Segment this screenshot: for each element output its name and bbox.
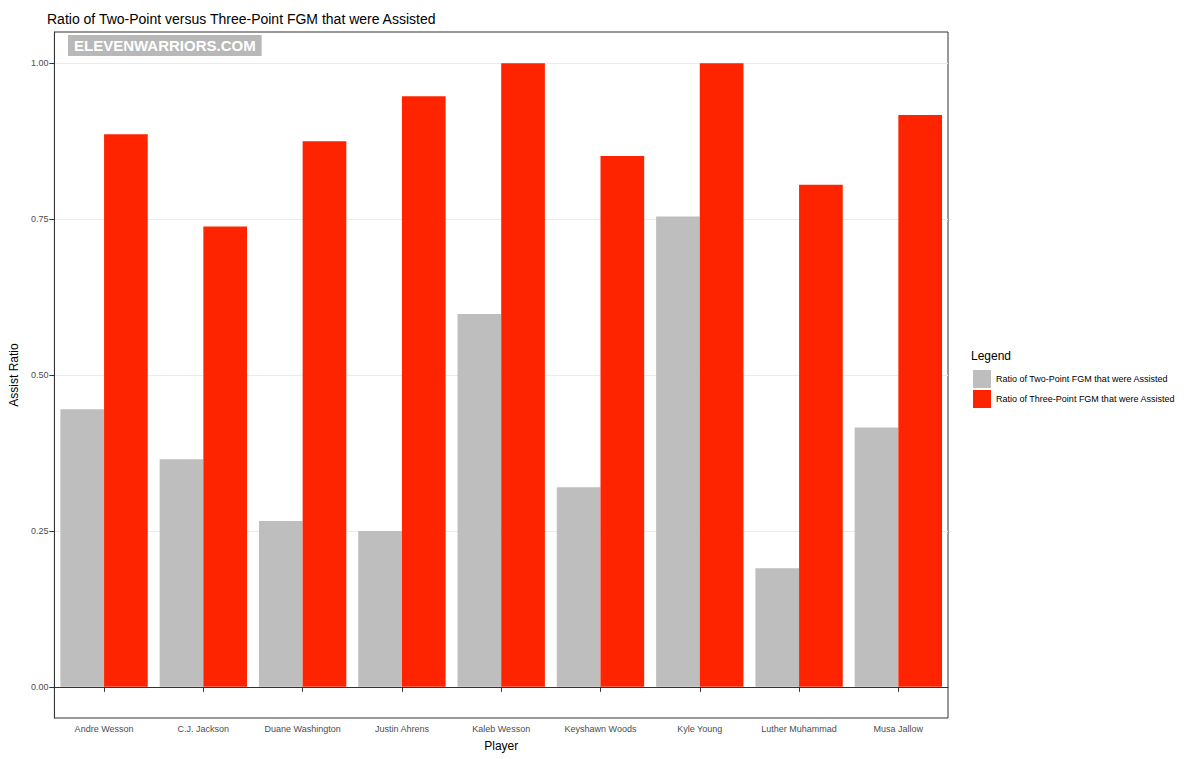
svg-text:0.75: 0.75 <box>31 214 49 224</box>
svg-text:Keyshawn Woods: Keyshawn Woods <box>565 724 637 734</box>
svg-text:0.00: 0.00 <box>31 682 49 692</box>
svg-text:ELEVENWARRIORS.COM: ELEVENWARRIORS.COM <box>74 37 256 54</box>
svg-text:Kyle Young: Kyle Young <box>677 724 722 734</box>
svg-text:Ratio of Two-Point versus Thre: Ratio of Two-Point versus Three-Point FG… <box>47 11 436 27</box>
svg-text:Duane Washington: Duane Washington <box>265 724 341 734</box>
svg-text:Musa Jallow: Musa Jallow <box>874 724 924 734</box>
svg-text:Player: Player <box>484 739 518 753</box>
svg-text:C.J. Jackson: C.J. Jackson <box>178 724 230 734</box>
svg-text:Kaleb Wesson: Kaleb Wesson <box>472 724 530 734</box>
svg-text:1.00: 1.00 <box>31 58 49 68</box>
svg-text:0.25: 0.25 <box>31 526 49 536</box>
svg-text:Ratio of Three-Point FGM that: Ratio of Three-Point FGM that were Assis… <box>996 394 1174 404</box>
svg-text:Ratio of Two-Point FGM that we: Ratio of Two-Point FGM that were Assiste… <box>996 374 1167 384</box>
svg-text:Andre Wesson: Andre Wesson <box>75 724 134 734</box>
svg-text:Assist Ratio: Assist Ratio <box>7 343 21 407</box>
svg-text:Luther Muhammad: Luther Muhammad <box>761 724 837 734</box>
svg-text:0.50: 0.50 <box>31 370 49 380</box>
svg-text:Justin Ahrens: Justin Ahrens <box>375 724 430 734</box>
svg-text:Legend: Legend <box>971 349 1011 363</box>
